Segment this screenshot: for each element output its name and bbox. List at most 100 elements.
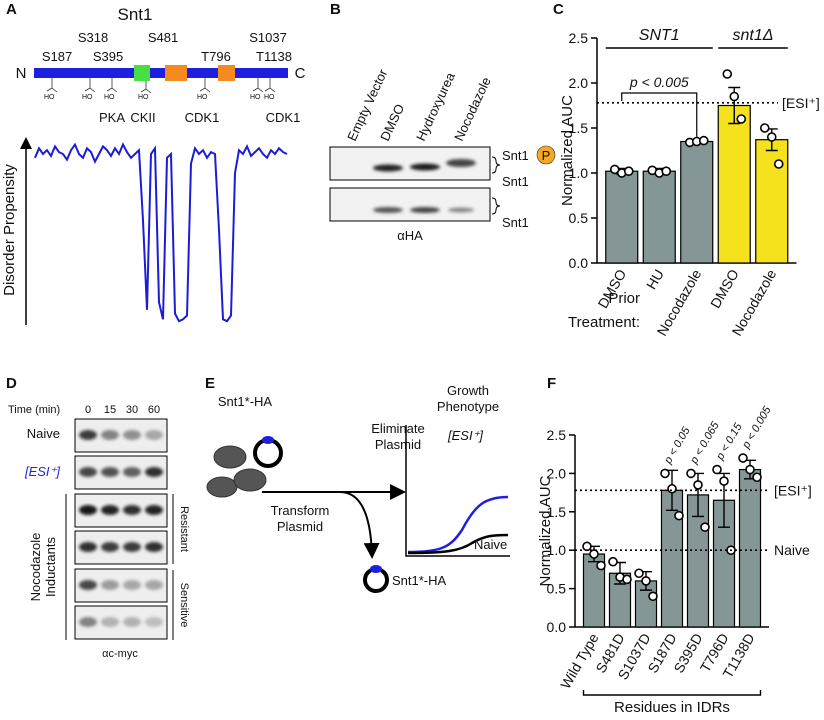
blot-band bbox=[101, 430, 119, 440]
growth-axes bbox=[405, 425, 510, 557]
blot-band bbox=[145, 467, 163, 477]
replicate-point bbox=[719, 476, 729, 486]
replicate-point bbox=[641, 576, 651, 586]
y-tick-label: 1.0 bbox=[569, 165, 589, 181]
arrow bbox=[339, 491, 380, 559]
y-axis-title: Normalized AUC bbox=[537, 475, 554, 586]
protein-bar bbox=[34, 68, 288, 78]
disorder-line bbox=[34, 142, 288, 323]
replicate-point bbox=[766, 132, 777, 142]
y-tick-label: 1.0 bbox=[547, 542, 567, 558]
reference-label: Naive bbox=[774, 542, 810, 558]
group-label: Nocodazole bbox=[28, 533, 43, 602]
blot-band bbox=[79, 467, 97, 477]
phospho-sticks bbox=[46, 78, 276, 94]
y-tick-label: 1.5 bbox=[547, 504, 567, 520]
phospho-label: HO bbox=[44, 94, 55, 101]
domain-box bbox=[134, 65, 150, 81]
blot-rows bbox=[74, 418, 168, 640]
phospho-label: HO bbox=[104, 94, 115, 101]
panel-letter: F bbox=[547, 375, 556, 392]
time-label: Time (min) bbox=[8, 404, 60, 416]
replicate-point bbox=[667, 483, 677, 494]
y-tick-label: 2.5 bbox=[547, 427, 567, 443]
plasmid-insert bbox=[370, 565, 382, 573]
replicate-point bbox=[712, 464, 722, 475]
replicate-point bbox=[608, 556, 618, 567]
replicate-point bbox=[736, 114, 747, 124]
row-label: Naive bbox=[27, 426, 60, 441]
replicate-point bbox=[660, 468, 670, 479]
time-point: 60 bbox=[148, 404, 160, 416]
curve-label: [ESI⁺] bbox=[447, 428, 483, 443]
replicate-point bbox=[634, 568, 644, 579]
blot bbox=[329, 187, 491, 222]
replicate-point bbox=[752, 472, 762, 483]
phospho-label: HO bbox=[264, 94, 275, 101]
replicate-point bbox=[623, 166, 634, 176]
blot-band bbox=[79, 617, 97, 627]
replicate-point bbox=[686, 468, 696, 479]
step-label: Eliminate bbox=[371, 421, 424, 436]
site-label: S395 bbox=[93, 49, 123, 64]
replicate-point bbox=[693, 480, 703, 490]
lane-label: Hydroxyurea bbox=[413, 69, 458, 143]
replicate-point bbox=[700, 522, 710, 532]
blot-band bbox=[101, 580, 119, 590]
p-value-label: p < 0.005 bbox=[740, 404, 774, 452]
blot-band bbox=[101, 617, 119, 627]
lane-label: Nocodazole bbox=[451, 75, 494, 144]
panel-letter: B bbox=[330, 1, 341, 18]
x-axis-title: Prior bbox=[608, 290, 640, 307]
growth-curve bbox=[407, 533, 509, 555]
replicate-point bbox=[648, 591, 658, 602]
band-bracket bbox=[491, 197, 501, 215]
replicate-point bbox=[738, 453, 748, 463]
blot-bands bbox=[373, 159, 476, 213]
phospho-label: P bbox=[542, 148, 551, 163]
replicate-point bbox=[722, 69, 733, 79]
blot-band bbox=[145, 542, 163, 552]
domain-box bbox=[165, 65, 187, 81]
blot-band bbox=[145, 617, 163, 627]
site-label: T796 bbox=[201, 49, 231, 64]
group-label: snt1Δ bbox=[733, 27, 774, 44]
step-label: Plasmid bbox=[277, 519, 323, 534]
bar bbox=[642, 170, 676, 264]
blot-band bbox=[123, 580, 141, 590]
replicate-point bbox=[698, 135, 709, 146]
reference-label: [ESI⁺] bbox=[782, 95, 820, 111]
replicate-point bbox=[661, 166, 672, 176]
y-axis-title: Normalized AUC bbox=[559, 95, 576, 206]
bar bbox=[605, 170, 639, 264]
step-label: Transform bbox=[271, 503, 330, 518]
bar bbox=[717, 104, 751, 264]
panel-letter: A bbox=[6, 1, 17, 18]
y-tick-label: 2.0 bbox=[569, 75, 589, 91]
yeast-cells bbox=[206, 445, 267, 498]
blot-band bbox=[145, 430, 163, 440]
bar bbox=[738, 468, 762, 628]
blot-band bbox=[79, 430, 97, 440]
bar bbox=[680, 140, 714, 264]
replicate-point bbox=[773, 159, 784, 169]
time-point: 0 bbox=[85, 404, 91, 416]
group-label: SNT1 bbox=[639, 27, 680, 44]
panel-letter: C bbox=[553, 1, 564, 18]
blot-band bbox=[123, 542, 141, 552]
group-label: Inductants bbox=[43, 537, 58, 597]
significance-label: p < 0.005 bbox=[629, 74, 689, 90]
y-tick-label: 0.0 bbox=[569, 255, 589, 271]
kinase-label: CKII bbox=[130, 110, 155, 125]
p-value-label: p < 0.065 bbox=[688, 419, 722, 467]
x-tick-label: HU bbox=[643, 267, 667, 293]
panel-letter: E bbox=[205, 375, 215, 392]
blot-band bbox=[123, 467, 141, 477]
replicate-point bbox=[582, 541, 592, 552]
kinase-label: CDK1 bbox=[185, 110, 220, 125]
lane-label: DMSO bbox=[377, 102, 407, 144]
readout-label: Phenotype bbox=[437, 399, 499, 414]
y-axis-title: Disorder Propensity bbox=[1, 164, 18, 296]
